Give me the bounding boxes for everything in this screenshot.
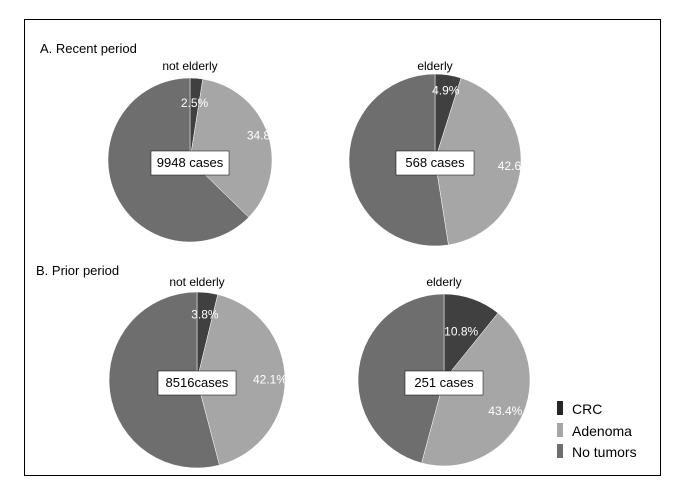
legend-label-crc: CRC xyxy=(572,401,602,417)
pie-title: not elderly xyxy=(162,59,217,73)
pie-chart-4: elderly 10.8% 43.4% 251 cases xyxy=(357,275,531,467)
pie-title: not elderly xyxy=(169,275,224,289)
panel-a-title: A. Recent period xyxy=(40,41,137,56)
case-count-box xyxy=(404,370,484,396)
legend-label-no-tumors: No tumors xyxy=(572,444,637,460)
case-count-box xyxy=(395,150,475,176)
case-count-box xyxy=(150,150,230,176)
legend-swatch-crc xyxy=(557,401,563,415)
data-label-crc: 10.8% xyxy=(444,324,478,338)
data-label-adenoma: 34.8% xyxy=(247,129,281,143)
pie-slice-adenoma xyxy=(189,78,273,218)
legend-item-adenoma: Adenoma xyxy=(557,423,632,439)
legend-item-no-tumors: No tumors xyxy=(557,444,637,460)
legend-label-adenoma: Adenoma xyxy=(572,423,632,439)
case-count-box xyxy=(157,370,237,396)
data-label-adenoma: 42.6% xyxy=(498,159,532,173)
pie-slice-no-tumors xyxy=(357,293,445,464)
case-count-label: 251 cases xyxy=(414,375,474,390)
pie-chart-2: elderly 4.9% 42.6% 568 cases xyxy=(348,59,532,247)
data-label-crc: 3.8% xyxy=(191,308,219,322)
legend: CRC Adenoma No tumors xyxy=(557,401,637,460)
pie-chart-3: not elderly 3.8% 42.1% 8516cases xyxy=(108,275,287,469)
pie-title: elderly xyxy=(426,275,461,289)
data-label-crc: 4.9% xyxy=(432,83,460,97)
case-count-label: 8516cases xyxy=(166,375,229,390)
legend-item-crc: CRC xyxy=(557,401,602,417)
pie-slice-adenoma xyxy=(434,77,522,246)
case-count-label: 568 cases xyxy=(405,155,465,170)
data-label-crc: 2.5% xyxy=(181,96,209,110)
case-count-label: 9948 cases xyxy=(157,155,224,170)
data-label-adenoma: 42.1% xyxy=(253,372,287,386)
pie-slice-adenoma xyxy=(196,294,286,466)
panel-b-title: B. Prior period xyxy=(36,263,119,278)
pie-title: elderly xyxy=(417,59,452,73)
legend-swatch-adenoma xyxy=(557,423,563,437)
data-label-adenoma: 43.4% xyxy=(488,404,522,418)
pie-chart-1: not elderly 2.5% 34.8% 9948 cases xyxy=(107,59,281,243)
pie-charts: not elderly 2.5% 34.8% 9948 cases elderly 4.9… xyxy=(107,59,532,469)
legend-swatch-no-tumors xyxy=(557,444,563,458)
